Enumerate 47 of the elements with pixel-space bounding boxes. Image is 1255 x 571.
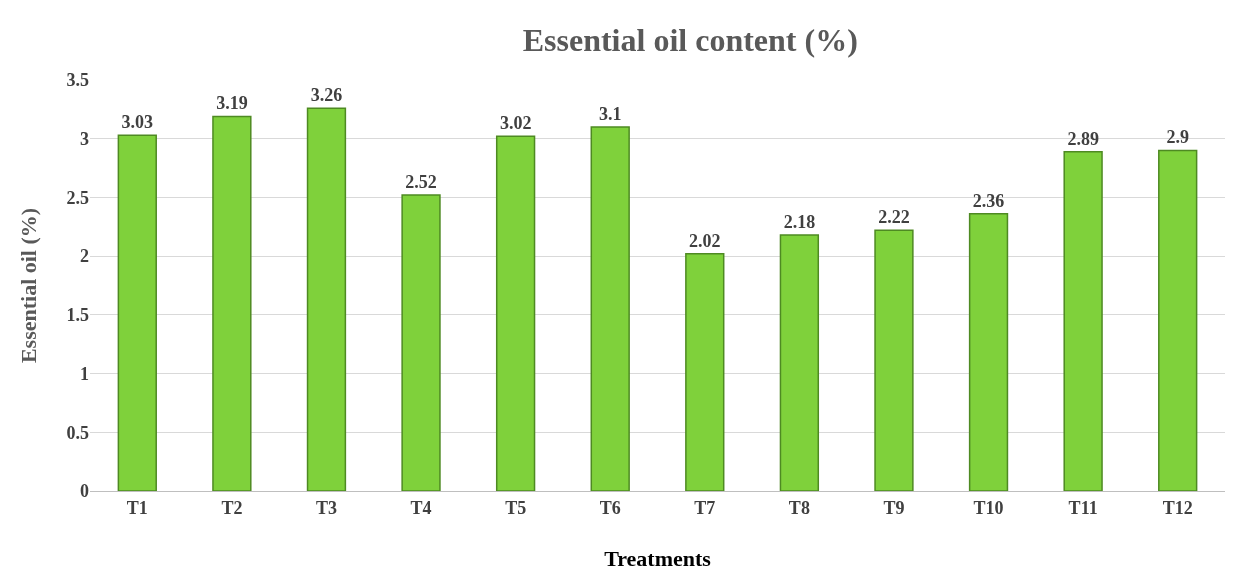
x-tick-label: T12 — [1162, 497, 1193, 518]
data-label: 2.52 — [405, 172, 437, 193]
x-tick-label: T10 — [973, 497, 1004, 518]
bar — [401, 194, 441, 491]
bar — [779, 234, 820, 491]
data-label: 2.36 — [972, 190, 1005, 211]
bar — [685, 253, 725, 491]
bar — [1158, 149, 1198, 491]
y-axis-title: Essential oil (%) — [16, 207, 41, 364]
bar — [495, 135, 536, 491]
x-tick-label: T2 — [221, 497, 243, 518]
data-label: 3.02 — [499, 113, 532, 134]
x-tick-label: T11 — [1068, 497, 1098, 518]
data-label: 2.18 — [783, 212, 816, 233]
bar — [306, 107, 347, 491]
bar — [117, 134, 157, 491]
y-tick-label: 0 — [80, 481, 89, 502]
data-label: 2.02 — [689, 230, 721, 251]
y-tick-label: 1.5 — [66, 305, 89, 326]
bar — [968, 213, 1009, 491]
x-tick-label: T5 — [505, 497, 527, 518]
y-tick-label: 0.5 — [66, 422, 89, 443]
x-tick-label: T9 — [883, 497, 905, 518]
y-tick-label: 3 — [80, 129, 89, 150]
data-label: 2.89 — [1067, 128, 1099, 149]
data-label: 3.03 — [121, 112, 154, 133]
y-tick-label: 2.5 — [66, 187, 89, 208]
bar — [1063, 150, 1103, 491]
bar — [874, 229, 914, 491]
y-tick-label: 2 — [80, 246, 89, 267]
x-tick-label: T3 — [315, 497, 337, 518]
x-tick-label: T4 — [410, 497, 432, 518]
x-tick-label: T6 — [599, 497, 621, 518]
x-axis-title: Treatments — [604, 546, 712, 571]
data-label: 3.1 — [598, 103, 622, 124]
data-label: 3.19 — [216, 93, 248, 114]
y-tick-label: 1 — [80, 363, 89, 384]
y-tick-label: 3.5 — [66, 70, 89, 91]
data-label: 2.9 — [1166, 127, 1189, 148]
x-tick-label: T8 — [788, 497, 810, 518]
bar — [590, 126, 630, 491]
bar — [212, 115, 252, 491]
x-tick-label: T7 — [694, 497, 716, 518]
x-tick-label: T1 — [126, 497, 148, 518]
chart-title: Essential oil content (%) — [522, 21, 858, 58]
data-label: 3.26 — [310, 85, 343, 106]
data-label: 2.22 — [878, 207, 910, 228]
